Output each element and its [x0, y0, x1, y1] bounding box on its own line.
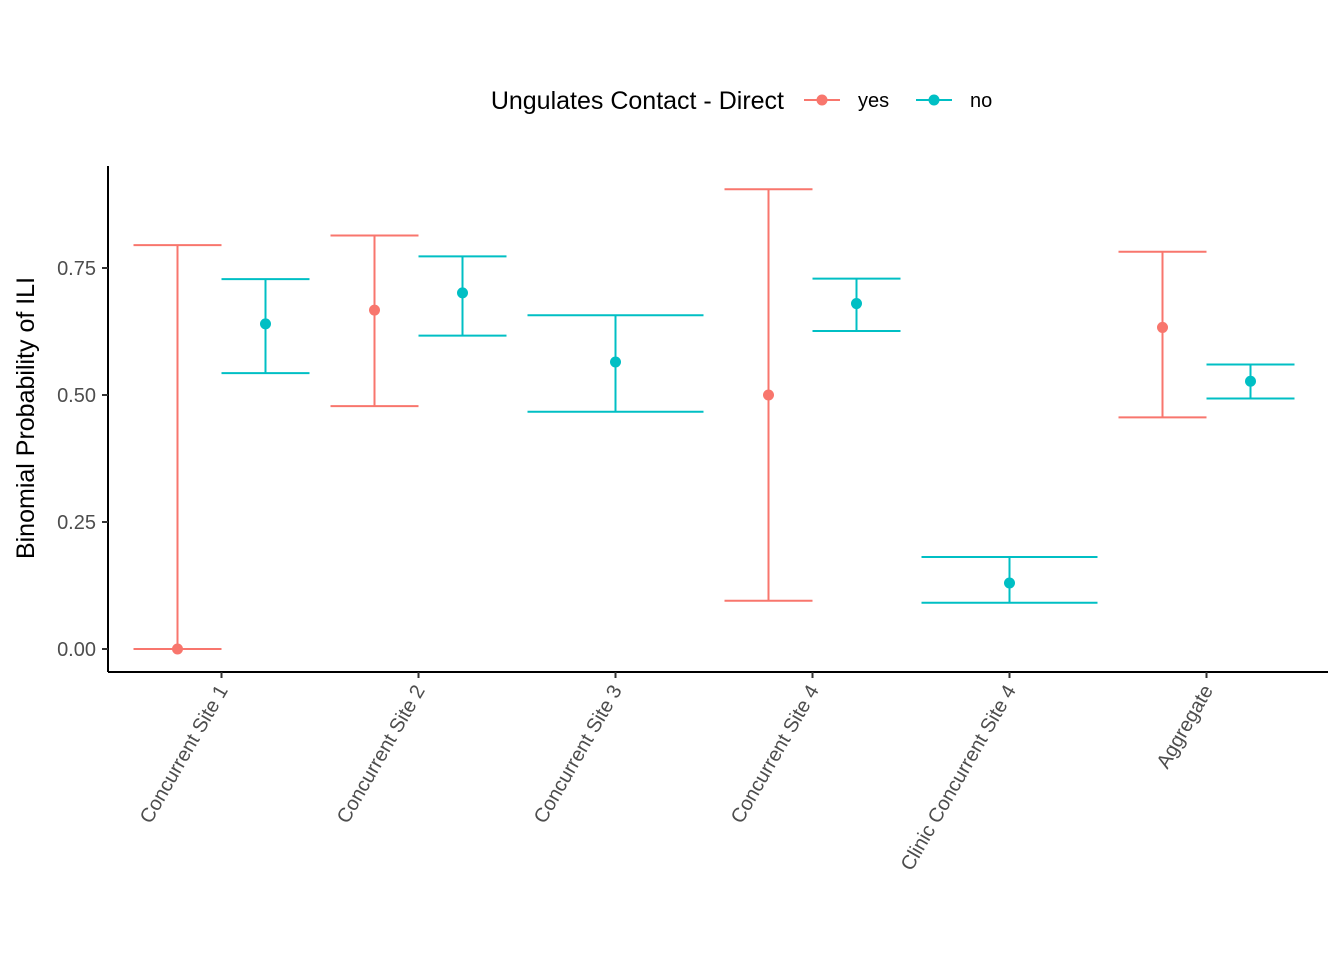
legend-items: yes no: [804, 90, 992, 112]
axes: 0.00 0.25 0.50 0.75 Concurrent Site 1 Concurr…: [57, 166, 1328, 874]
x-tick-label: Concurrent Site 2: [333, 682, 430, 828]
series-no: [221, 255, 1295, 604]
legend-key-point: [816, 94, 828, 106]
x-tick-label: Aggregate: [1153, 682, 1218, 773]
legend-title: Ungulates Contact - Direct: [491, 87, 784, 115]
legend-item-yes: yes: [804, 90, 889, 112]
x-tick-label: Concurrent Site 3: [530, 682, 627, 828]
data-point: [763, 389, 774, 401]
legend-key-point: [928, 94, 940, 106]
y-tick-label: 0.25: [57, 512, 96, 534]
legend-label: yes: [858, 90, 889, 112]
data-point: [260, 318, 271, 330]
y-axis-title: Binomial Probability of ILI: [12, 277, 40, 559]
x-tick-label: Concurrent Site 4: [727, 682, 824, 828]
y-tick-label: 0.00: [57, 639, 96, 661]
x-tick-label: Concurrent Site 1: [136, 682, 233, 828]
data-point: [1004, 577, 1015, 589]
y-tick-label: 0.50: [57, 385, 96, 407]
series-yes: [133, 188, 1207, 655]
plot-area: [133, 188, 1295, 655]
legend-label: no: [970, 90, 992, 112]
data-point: [851, 298, 862, 310]
data-point: [610, 356, 621, 368]
data-point: [1157, 321, 1168, 333]
y-tick-label: 0.75: [57, 258, 96, 280]
data-point: [457, 287, 468, 299]
legend: Ungulates Contact - Direct yes no: [491, 87, 992, 115]
data-point: [172, 643, 183, 655]
data-point: [369, 304, 380, 316]
data-point: [1245, 375, 1256, 387]
x-tick-label: Clinic Concurrent Site 4: [897, 682, 1021, 875]
legend-item-no: no: [916, 90, 992, 112]
